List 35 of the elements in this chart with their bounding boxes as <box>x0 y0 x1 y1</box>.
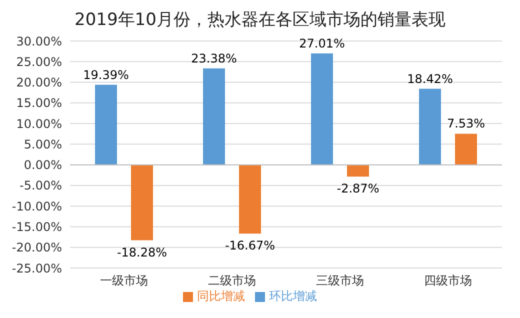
y-tick-label: 0.00% <box>24 158 62 172</box>
y-tick-label: -5.00% <box>20 178 62 193</box>
data-label: 27.01% <box>299 36 345 50</box>
y-tick-label: 10.00% <box>16 116 62 131</box>
data-label: 19.39% <box>83 68 129 82</box>
x-tick-label: 二级市场 <box>208 274 256 288</box>
data-label: -2.87% <box>336 182 380 196</box>
legend-label: 环比增减 <box>269 289 317 303</box>
y-tick-label: 25.00% <box>16 54 62 69</box>
y-tick-label: 5.00% <box>24 137 62 152</box>
y-tick-label: -25.00% <box>12 261 62 276</box>
y-tick-label: 30.00% <box>16 34 62 48</box>
y-tick-label: 20.00% <box>16 76 62 90</box>
x-tick-label: 三级市场 <box>316 274 364 288</box>
bar <box>419 88 441 165</box>
y-tick-label: -15.00% <box>12 220 62 234</box>
bar <box>203 68 225 165</box>
chart-title: 2019年10月份，热水器在各区域市场的销量表现 <box>74 9 446 31</box>
data-label: 18.42% <box>407 72 453 86</box>
y-tick-label: -10.00% <box>12 199 62 214</box>
bar <box>347 164 369 177</box>
y-tick-label: 15.00% <box>16 96 62 110</box>
x-tick-label: 四级市场 <box>424 274 472 288</box>
bar <box>239 164 261 234</box>
data-label: 7.53% <box>446 116 486 131</box>
data-label: -16.67% <box>224 238 276 253</box>
bar <box>131 164 153 240</box>
bar <box>455 134 477 165</box>
data-label: -18.28% <box>116 245 168 260</box>
bar <box>311 53 333 165</box>
legend-label: 同比增减 <box>197 289 245 303</box>
bar <box>95 84 117 165</box>
data-label: 23.38% <box>191 51 237 66</box>
y-tick-label: -20.00% <box>12 240 62 255</box>
x-tick-label: 一级市场 <box>100 274 148 288</box>
